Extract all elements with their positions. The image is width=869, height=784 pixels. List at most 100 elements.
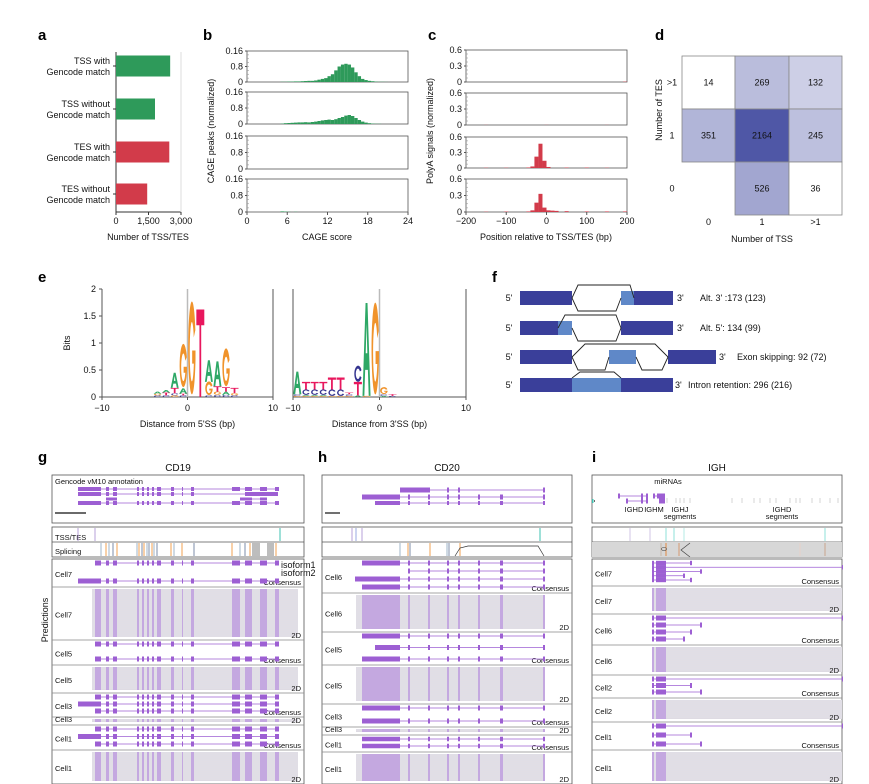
g-annotation-isoform-exon [240,497,252,501]
g-consensus-isoform-exon [142,656,144,662]
c-y-tick-label: 0.3 [449,191,462,201]
g-consensus-isoform-exon [106,694,109,700]
b-y-tick-label: 0 [238,119,243,129]
e-y-tick-label: 1.5 [83,311,96,321]
c-hist-bar [546,210,551,212]
g-read-exon-stripe [275,752,279,781]
i-consensus-isoform-exon [656,615,666,621]
i-consensus-isoform-exon [656,629,666,635]
h-annotation-isoform-exon [447,494,449,500]
g-consensus-isoform-exon [152,656,154,662]
e-logo-letter-G [293,395,302,397]
d-col-label: >1 [810,217,820,227]
i-row-label-cell: Cell7 [595,597,612,606]
b-hist-bar [287,123,291,124]
g-consensus-isoform-exon [232,694,240,700]
e-logo-letter-T [353,381,362,396]
g-consensus-isoform-exon [106,578,109,584]
i-read-exon-stripe [652,752,654,781]
c-hist-bar [546,166,551,168]
h-consensus-isoform-exon [500,718,503,724]
e-logo-letter-A [153,391,162,394]
b-y-tick-label: 0.8 [230,191,243,201]
i-consensus-isoform-exon [842,676,843,682]
b-hist-bar [297,122,301,124]
f-event-label: Alt. 3' :173 (123) [700,293,766,303]
e-x-axis-label: Distance from 5'SS (bp) [140,419,235,429]
i-consensus-isoform-exon [656,732,666,738]
e-logo-letter-A [353,395,362,397]
h-consensus-isoform-exon [543,633,545,639]
g-consensus-isoform-exon [182,734,183,739]
i-read-exon-stripe [652,700,654,719]
h-row-label-cell: Cell1 [325,765,342,774]
i-twod-label: 2D [829,713,839,722]
g-consensus-isoform-exon [113,726,117,732]
b-hist-bar [314,80,318,82]
h-splice-arc [454,545,545,557]
b-hist-bar [364,122,368,124]
g-consensus-isoform-exon [275,656,279,662]
g-consensus-isoform-exon [260,656,267,662]
g-annotation-isoform-exon [171,492,174,496]
g-consensus-isoform-exon [152,701,154,707]
i-row-label-cell: Cell1 [595,733,612,742]
a-bar [116,55,171,77]
g-read-exon-stripe [106,667,109,690]
g-annotation-isoform-exon [113,492,117,496]
e-x-tick-label: −10 [285,403,300,413]
g-row-label-cell: Cell7 [55,570,72,579]
h-read-exon-stripe [458,754,460,781]
g-annotation-isoform-exon [157,492,161,496]
e-logo-letter-G [310,395,319,397]
g-row-label-cell: Cell5 [55,650,72,659]
g-consensus-isoform-exon [245,656,252,662]
g-read-exon-stripe [171,667,174,690]
i-read-exon-stripe [656,752,666,781]
e-x-tick-label: 0 [377,403,382,413]
c-hist-bar [564,211,569,212]
i-consensus-label: Consensus [801,689,839,698]
h-row-label-cell: Cell3 [325,725,342,734]
b-hist-bar [304,81,308,82]
i-consensus-isoform-exon [656,560,666,566]
g-consensus-isoform-exon [171,741,174,747]
h-read-exon-stripe [447,729,449,732]
b-hist-bar [324,78,328,82]
c-x-tick-label: −200 [456,216,476,226]
g-row-label-cell: Cell3 [55,702,72,711]
g-annotation-isoform-exon [232,487,240,491]
b-x-tick-label: 24 [403,216,413,226]
e-logo-letter-A [222,391,230,395]
i-consensus-isoform-exon [656,683,666,688]
g-read-pileup [92,719,298,722]
e-logo-letter-G [328,395,336,397]
g-read-exon-stripe [137,752,139,781]
i-consensus-isoform-exon [652,560,654,566]
g-annotation-isoform-exon [152,501,154,505]
g-read-exon-stripe [137,667,139,690]
d-heatmap-cell [681,55,736,110]
g-read-exon-stripe [157,719,161,722]
g-annotation-isoform-exon [142,487,144,491]
i-annotation-ighd-exon [641,493,643,499]
g-read-exon-stripe [157,589,161,637]
f-intron-connector [571,327,622,342]
i-consensus-isoform-exon [656,741,666,747]
i-consensus-isoform-exon [652,615,654,621]
f-exon [634,291,673,305]
b-hist-bar [290,122,294,124]
g-consensus-isoform-exon [182,694,183,700]
i-ighj-segments-label: segments [664,512,697,521]
i-row-label-cell: Cell6 [595,657,612,666]
h-consensus-isoform-exon [458,584,460,590]
g-consensus-isoform-exon [245,726,252,732]
i-consensus-isoform-exon [656,573,666,578]
e-logo-letter-A [204,360,213,382]
d-heatmap-cell [788,161,843,216]
b-hist-bar [344,63,348,82]
g-consensus-isoform-exon [245,578,252,584]
h-read-exon-stripe [362,667,400,701]
g-twod-label: 2D [291,775,301,784]
